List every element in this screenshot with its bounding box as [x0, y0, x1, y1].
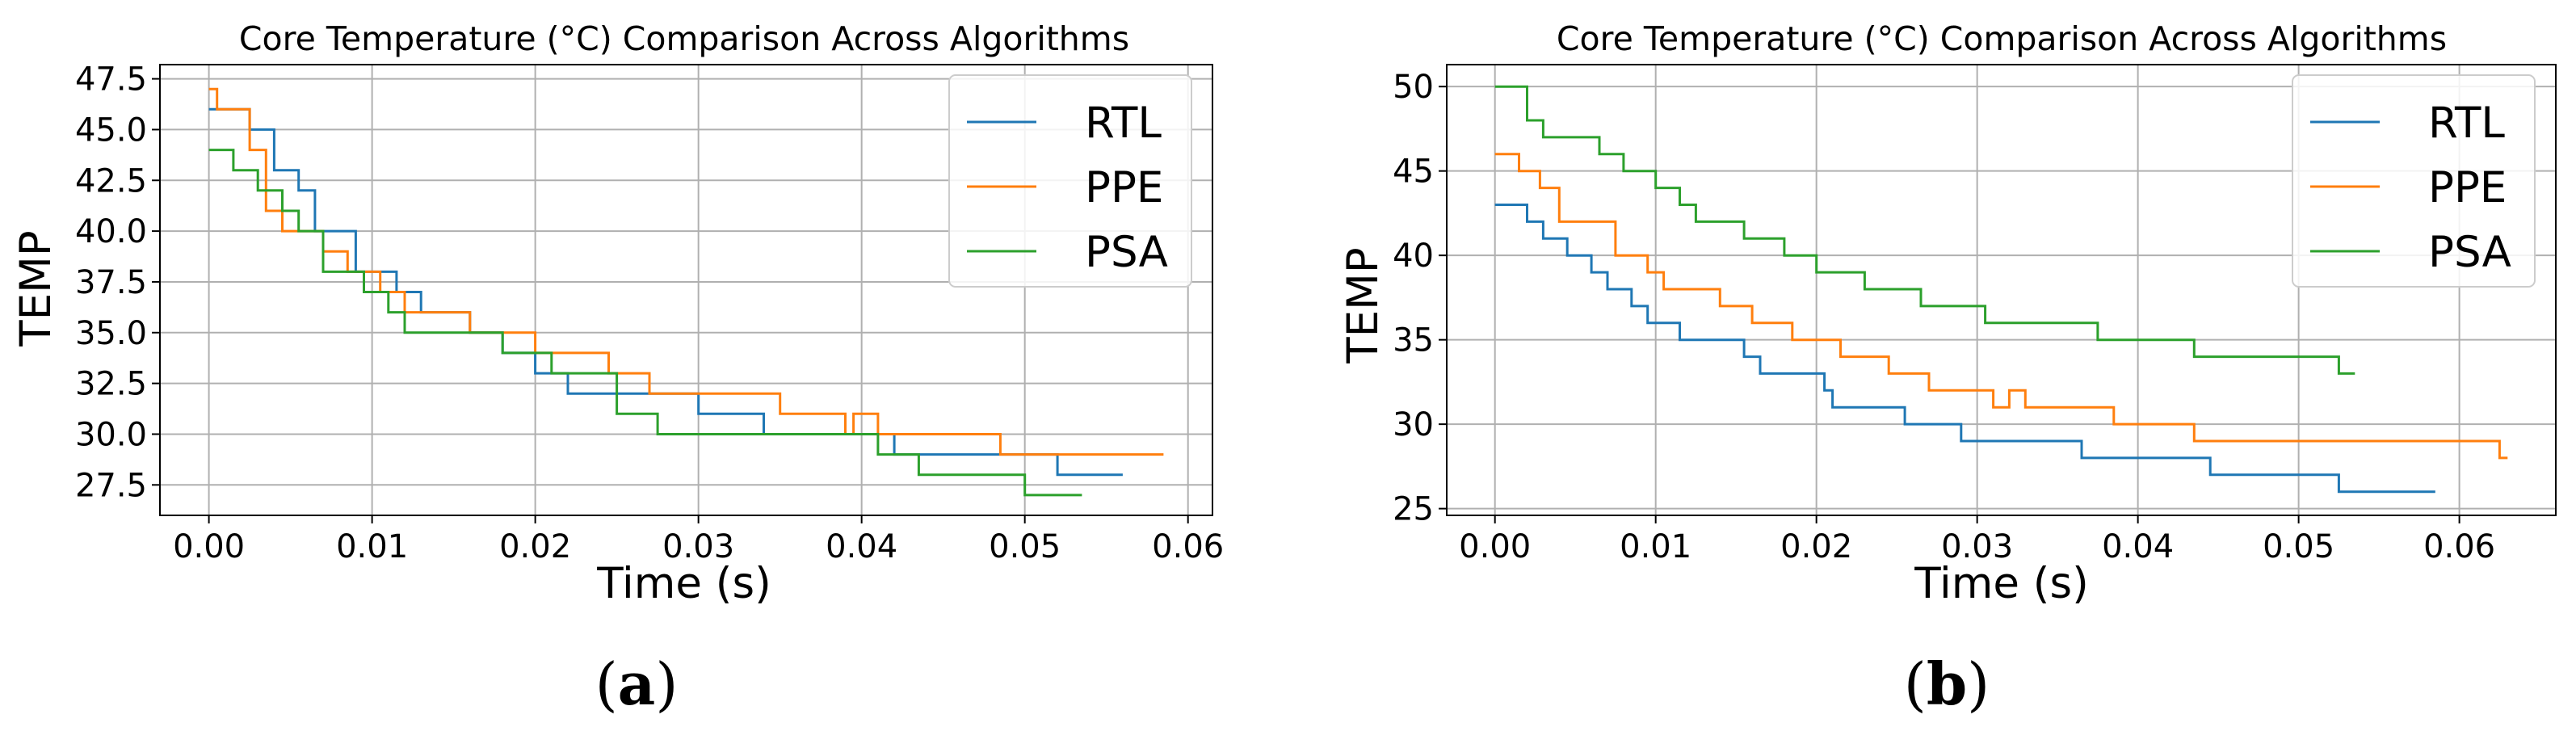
chart-panel-b: Core Temperature (°C) Comparison Across …	[1338, 19, 2557, 718]
x-tick-label: 0.06	[1152, 528, 1224, 565]
panel-label-b: (b)	[1904, 649, 1990, 718]
x-tick-label: 0.04	[2102, 528, 2174, 565]
y-tick-label: 35	[1393, 322, 1434, 359]
x-axis-label-a: Time (s)	[596, 559, 771, 608]
x-tick-label: 0.03	[1941, 528, 2013, 565]
y-tick-label: 40.0	[75, 213, 147, 250]
y-tick-label: 37.5	[75, 264, 147, 301]
x-tick-label: 0.00	[173, 528, 245, 565]
chart-title-b: Core Temperature (°C) Comparison Across …	[1557, 19, 2447, 58]
x-tick-label: 0.05	[2263, 528, 2334, 565]
y-tick-label: 50	[1393, 69, 1434, 106]
y-tick-label: 27.5	[75, 467, 147, 504]
legend-label-rtl: RTL	[1085, 99, 1162, 148]
x-tick-label: 0.00	[1459, 528, 1531, 565]
legend-a: RTL PPE PSA	[948, 74, 1192, 288]
x-tick-label: 0.04	[826, 528, 897, 565]
x-tick-label: 0.05	[989, 528, 1061, 565]
panel-letter-b: b	[1927, 649, 1967, 718]
series-line-ppe	[1494, 153, 2508, 460]
y-axis-label-b: TEMP	[1338, 247, 1388, 364]
plot-area-a	[159, 64, 1213, 516]
legend-label-ppe: PPE	[2428, 163, 2507, 212]
legend-label-psa: PSA	[2428, 228, 2511, 277]
y-tick-label: 35.0	[75, 315, 147, 352]
y-tick-label: 30.0	[75, 416, 147, 453]
y-axis-label-a: TEMP	[11, 230, 61, 347]
y-tick-label: 42.5	[75, 162, 147, 200]
y-tick-label: 25	[1393, 491, 1434, 528]
legend-label-rtl: RTL	[2428, 99, 2505, 148]
plot-area-b	[1446, 64, 2557, 516]
x-tick-label: 0.01	[1620, 528, 1691, 565]
x-tick-label: 0.06	[2423, 528, 2495, 565]
y-tick-label: 30	[1393, 406, 1434, 443]
chart-title-a: Core Temperature (°C) Comparison Across …	[239, 19, 1129, 58]
y-tick-label: 40	[1393, 237, 1434, 275]
legend-b: RTL PPE PSA	[2292, 74, 2536, 288]
panel-letter-a: a	[618, 649, 656, 718]
series-line-psa	[208, 149, 1082, 497]
y-tick-label: 45	[1393, 153, 1434, 191]
panel-label-a: (a)	[595, 649, 679, 718]
series-line-psa	[1494, 85, 2355, 375]
legend-label-ppe: PPE	[1085, 163, 1163, 212]
legend-label-psa: PSA	[1085, 228, 1168, 277]
legend-frame	[2292, 74, 2536, 288]
chart-panel-a: Core Temperature (°C) Comparison Across …	[11, 19, 1224, 718]
y-tick-label: 47.5	[75, 61, 147, 99]
x-axis-label-b: Time (s)	[1914, 559, 2089, 608]
x-tick-label: 0.03	[662, 528, 734, 565]
y-tick-label: 32.5	[75, 366, 147, 403]
x-tick-label: 0.02	[1780, 528, 1852, 565]
series-line-rtl	[1494, 204, 2435, 494]
y-tick-label: 45.0	[75, 111, 147, 149]
x-tick-label: 0.02	[499, 528, 571, 565]
legend-frame	[948, 74, 1192, 288]
x-tick-label: 0.01	[336, 528, 408, 565]
